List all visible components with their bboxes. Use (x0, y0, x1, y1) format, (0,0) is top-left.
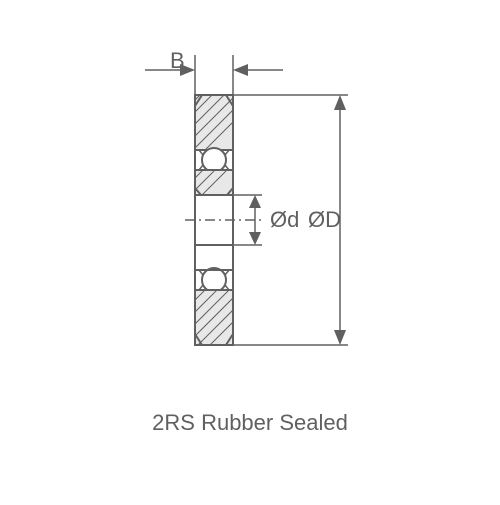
label-D: ØD (308, 207, 341, 232)
dimension-width-B: B (145, 48, 283, 95)
caption-text: 2RS Rubber Sealed (0, 410, 500, 436)
diagram-stage: B (0, 0, 500, 500)
label-d: Ød (270, 207, 299, 232)
label-B: B (170, 48, 185, 73)
bearing-body (185, 50, 265, 370)
lower-ball-seal (195, 245, 233, 292)
